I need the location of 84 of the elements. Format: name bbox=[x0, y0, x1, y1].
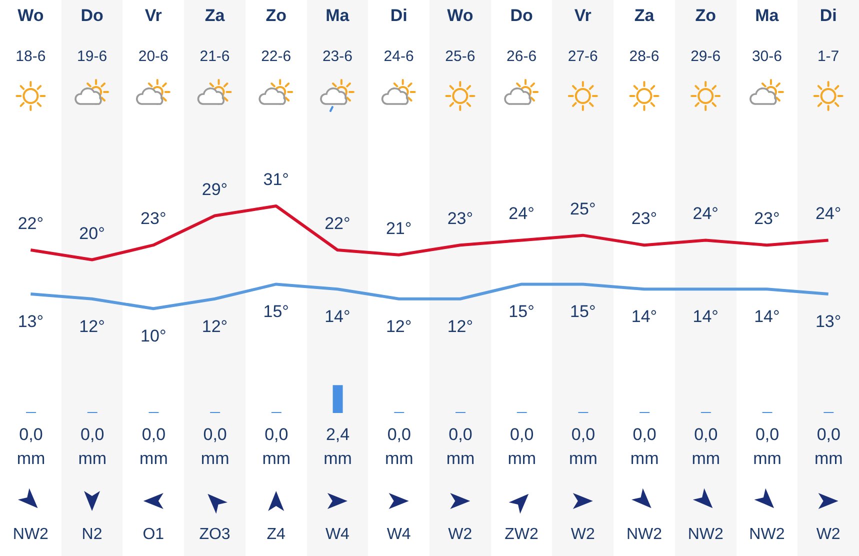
data-label: 22° bbox=[18, 214, 44, 233]
data-label: 10° bbox=[140, 326, 166, 346]
text: W2 bbox=[570, 526, 595, 543]
text: Zo bbox=[695, 6, 716, 25]
text: Vr bbox=[144, 6, 162, 25]
data-label: 23° bbox=[140, 209, 166, 228]
data-label: 0,0 mm bbox=[446, 425, 475, 468]
text: NW2 bbox=[688, 526, 724, 543]
data-label: 24° bbox=[508, 204, 534, 224]
data-label: 0,0 mm bbox=[569, 425, 598, 468]
text: ZW2 bbox=[504, 526, 539, 543]
data-label: 0,0 mm bbox=[814, 425, 843, 468]
x-tick-label: 24-6 bbox=[384, 48, 414, 65]
data-label: 13° bbox=[815, 312, 842, 331]
data-label: 23° bbox=[631, 209, 658, 228]
data-label: 20° bbox=[79, 224, 105, 243]
data-label: 14° bbox=[631, 307, 658, 326]
data-label: 12° bbox=[79, 316, 105, 336]
data-label: 21° bbox=[386, 218, 412, 238]
data-label: 12° bbox=[386, 316, 412, 336]
text: Wo bbox=[447, 6, 474, 25]
data-label: 15° bbox=[570, 302, 596, 322]
text: O1 bbox=[142, 526, 164, 543]
x-tick-label: 1-7 bbox=[817, 48, 840, 65]
data-label: 2,4 mm bbox=[324, 425, 352, 468]
text: Vr bbox=[574, 6, 592, 25]
data-label: 14° bbox=[692, 307, 718, 326]
data-label: 24° bbox=[692, 204, 718, 224]
data-label: 31° bbox=[263, 170, 289, 189]
data-label: 13° bbox=[18, 312, 44, 331]
x-tick-label: 30-6 bbox=[752, 48, 782, 65]
text: ZO3 bbox=[199, 526, 230, 543]
data-label: 0,0 mm bbox=[508, 425, 536, 468]
text: Wo bbox=[18, 6, 44, 25]
data-label: 0,0 mm bbox=[200, 425, 230, 468]
text: Di bbox=[820, 6, 837, 25]
data-label: 0,0 mm bbox=[140, 425, 168, 468]
data-label: 15° bbox=[508, 302, 534, 322]
data-label: 29° bbox=[202, 180, 228, 199]
data-label: 12° bbox=[202, 316, 228, 336]
data-label: 14° bbox=[754, 307, 780, 326]
data-label: 15° bbox=[263, 302, 289, 322]
text: Za bbox=[634, 6, 655, 25]
text: NW2 bbox=[626, 526, 662, 543]
text: Do bbox=[80, 6, 104, 25]
text: Ma bbox=[326, 6, 350, 25]
x-tick-label: 27-6 bbox=[568, 48, 598, 65]
data-label: 0,0 mm bbox=[692, 425, 720, 468]
text: Ma bbox=[755, 6, 780, 25]
x-tick-label: 22-6 bbox=[261, 48, 292, 65]
text: W4 bbox=[325, 526, 350, 543]
data-label: 0,0 mm bbox=[384, 425, 414, 468]
data-label: 0,0 mm bbox=[262, 425, 291, 468]
x-tick-label: 18-6 bbox=[16, 48, 46, 65]
data-label: 0,0 mm bbox=[16, 425, 46, 468]
x-tick-label: 20-6 bbox=[138, 48, 168, 65]
data-label: 0,0 mm bbox=[630, 425, 659, 468]
text: W2 bbox=[448, 526, 472, 543]
x-tick-label: 28-6 bbox=[629, 48, 660, 65]
data-label: 14° bbox=[324, 307, 350, 326]
x-tick-label: 26-6 bbox=[506, 48, 537, 65]
text: NW2 bbox=[12, 526, 49, 543]
data-label: 22° bbox=[324, 214, 350, 233]
text: W4 bbox=[386, 526, 411, 543]
text: Do bbox=[510, 6, 533, 25]
text: Za bbox=[204, 6, 226, 25]
x-tick-label: 29-6 bbox=[690, 48, 721, 65]
x-tick-label: 21-6 bbox=[200, 48, 230, 65]
text: Di bbox=[390, 6, 408, 25]
text: Zo bbox=[266, 6, 286, 25]
data-label: 24° bbox=[815, 204, 842, 224]
x-tick-label: 19-6 bbox=[77, 48, 108, 65]
data-label: 23° bbox=[447, 209, 474, 228]
text: Z4 bbox=[266, 526, 286, 543]
data-label: 0,0 mm bbox=[753, 425, 782, 468]
data-label: 25° bbox=[570, 199, 596, 218]
text: W2 bbox=[816, 526, 840, 543]
x-tick-label: 23-6 bbox=[322, 48, 352, 65]
text: N2 bbox=[82, 526, 102, 543]
text: NW2 bbox=[749, 526, 785, 543]
data-label: 0,0 mm bbox=[78, 425, 107, 468]
x-tick-label: 25-6 bbox=[445, 48, 476, 65]
data-label: 23° bbox=[754, 209, 780, 228]
data-label: 12° bbox=[447, 316, 474, 336]
